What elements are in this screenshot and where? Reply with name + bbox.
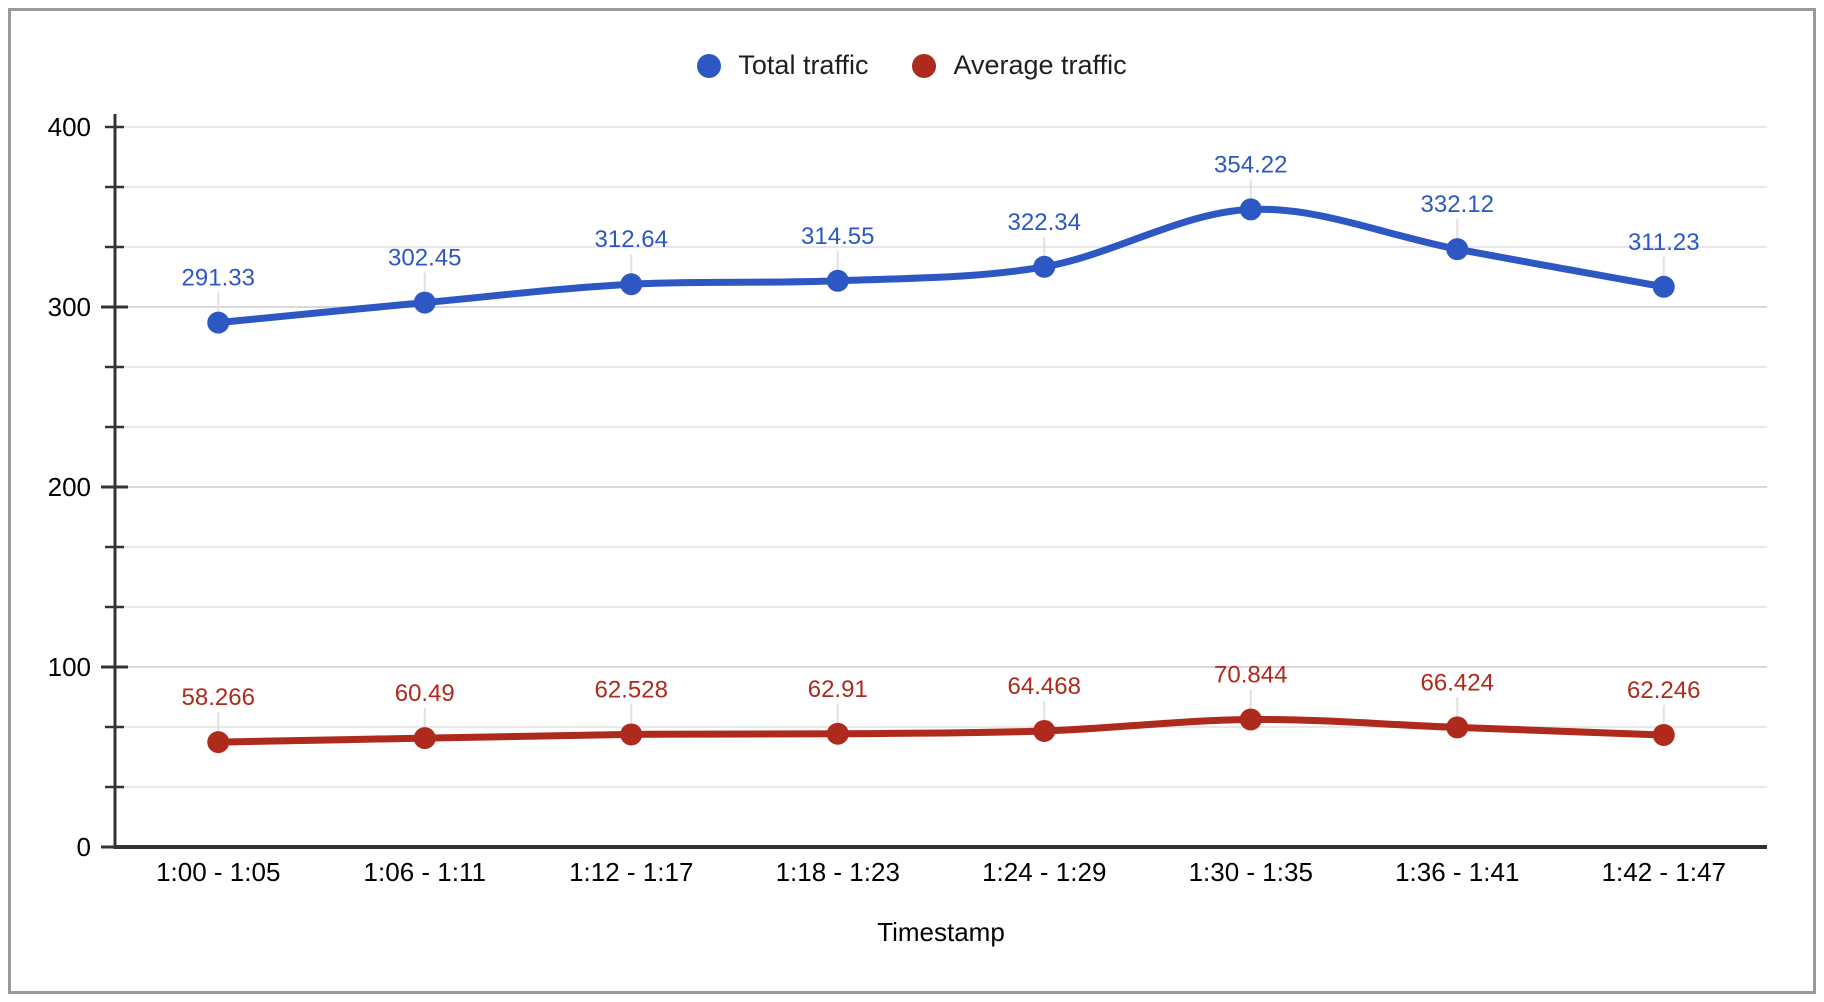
data-label-average-traffic-2: 62.528 — [595, 676, 668, 703]
data-point-average-traffic-6[interactable] — [1446, 716, 1469, 739]
x-tick-label: 1:30 - 1:35 — [1189, 857, 1313, 887]
data-point-average-traffic-7[interactable] — [1652, 723, 1675, 746]
data-point-average-traffic-4[interactable] — [1033, 719, 1056, 742]
x-tick-label: 1:18 - 1:23 — [776, 857, 900, 887]
y-tick-label: 300 — [48, 292, 91, 322]
legend-item-average-traffic[interactable]: Average traffic — [912, 50, 1127, 80]
data-point-average-traffic-1[interactable] — [413, 727, 436, 750]
y-tick-label: 200 — [48, 472, 91, 502]
data-label-total-traffic-2: 312.64 — [595, 226, 668, 253]
data-point-total-traffic-6[interactable] — [1446, 238, 1469, 261]
legend-item-total-traffic[interactable]: Total traffic — [697, 52, 868, 79]
data-label-total-traffic-5: 354.22 — [1214, 151, 1287, 178]
x-tick-label: 1:12 - 1:17 — [569, 857, 693, 887]
series-line-average-traffic — [214, 715, 1668, 746]
data-label-total-traffic-1: 302.45 — [388, 245, 461, 272]
x-tick-label: 1:06 - 1:11 — [364, 857, 486, 887]
data-label-average-traffic-6: 66.424 — [1421, 669, 1494, 696]
data-point-total-traffic-4[interactable] — [1033, 255, 1056, 278]
data-label-average-traffic-7: 62.246 — [1627, 677, 1700, 704]
data-label-average-traffic-4: 64.468 — [1008, 673, 1081, 700]
data-point-average-traffic-2[interactable] — [620, 723, 643, 746]
data-label-average-traffic-1: 60.49 — [395, 680, 455, 707]
legend-marker-total-traffic-icon — [697, 53, 722, 78]
data-label-average-traffic-0: 58.266 — [182, 684, 255, 711]
data-label-total-traffic-0: 291.33 — [182, 265, 255, 292]
legend-label-average-traffic: Average traffic — [953, 50, 1127, 80]
x-tick-label: 1:00 - 1:05 — [156, 857, 280, 887]
data-point-total-traffic-1[interactable] — [413, 291, 436, 314]
data-label-total-traffic-6: 332.12 — [1421, 191, 1494, 218]
chart-legend: Total traffic Average traffic — [0, 52, 1824, 79]
data-point-total-traffic-5[interactable] — [1239, 198, 1262, 221]
x-tick-label: 1:42 - 1:47 — [1602, 857, 1726, 887]
x-tick-label: 1:36 - 1:41 — [1395, 857, 1519, 887]
data-point-total-traffic-0[interactable] — [207, 311, 230, 334]
data-point-total-traffic-3[interactable] — [826, 269, 849, 292]
data-label-total-traffic-4: 322.34 — [1008, 209, 1081, 236]
x-tick-label: 1:24 - 1:29 — [982, 857, 1106, 887]
data-point-total-traffic-7[interactable] — [1652, 275, 1675, 298]
series-line-total-traffic — [214, 205, 1668, 327]
legend-label-total-traffic: Total traffic — [738, 50, 869, 80]
data-label-total-traffic-3: 314.55 — [801, 223, 874, 250]
y-tick-label: 400 — [48, 112, 91, 142]
legend-marker-average-traffic-icon — [912, 53, 937, 78]
data-label-average-traffic-3: 62.91 — [808, 676, 868, 703]
x-axis-title: Timestamp — [877, 917, 1005, 947]
y-tick-label: 100 — [48, 652, 91, 682]
data-point-average-traffic-3[interactable] — [826, 722, 849, 745]
y-tick-label: 0 — [77, 832, 91, 862]
data-point-average-traffic-0[interactable] — [207, 731, 230, 754]
data-point-total-traffic-2[interactable] — [620, 273, 643, 296]
data-label-total-traffic-7: 311.23 — [1628, 229, 1700, 256]
data-point-average-traffic-5[interactable] — [1239, 708, 1262, 731]
data-label-average-traffic-5: 70.844 — [1214, 661, 1287, 688]
